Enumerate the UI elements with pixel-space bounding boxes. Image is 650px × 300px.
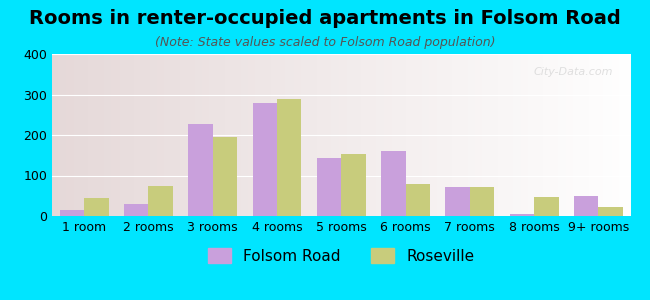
Text: (Note: State values scaled to Folsom Road population): (Note: State values scaled to Folsom Roa… (155, 36, 495, 49)
Bar (60, 210, 84, 216)
Bar (341, 154, 366, 216)
Bar (148, 186, 173, 216)
Bar (510, 214, 534, 216)
Bar (253, 103, 277, 216)
Legend: Folsom Road, Roseville: Folsom Road, Roseville (202, 242, 480, 270)
Bar (317, 158, 341, 216)
Bar (574, 196, 599, 216)
Bar (213, 137, 237, 216)
Bar (406, 184, 430, 216)
Text: Rooms in renter-occupied apartments in Folsom Road: Rooms in renter-occupied apartments in F… (29, 9, 621, 28)
Bar (381, 151, 406, 216)
Bar (188, 124, 213, 216)
Bar (277, 99, 302, 216)
Bar (445, 187, 470, 216)
Bar (534, 197, 558, 216)
Bar (470, 187, 494, 216)
Bar (124, 204, 148, 216)
Text: City-Data.com: City-Data.com (534, 67, 613, 77)
Bar (599, 207, 623, 216)
Bar (84, 198, 109, 216)
